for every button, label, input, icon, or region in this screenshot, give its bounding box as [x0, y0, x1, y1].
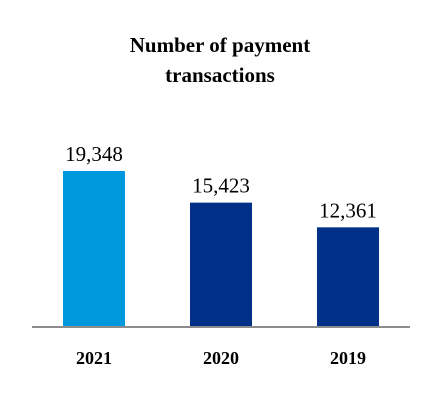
value-label-2021: 19,348: [65, 142, 123, 166]
bar-2019: [317, 227, 379, 327]
bars-group: [63, 171, 379, 327]
x-tick-label-2020: 2020: [203, 348, 239, 368]
bar-2020: [190, 202, 252, 327]
x-tick-labels-group: 2021 2020 2019: [76, 348, 366, 368]
chart-title-line-2: transactions: [165, 63, 275, 87]
bar-2021: [63, 171, 125, 327]
chart-title: Number of payment transactions: [0, 30, 440, 90]
x-tick-label-2019: 2019: [330, 348, 366, 368]
value-labels-group: 19,348 15,423 12,361: [65, 142, 377, 222]
chart-title-line-1: Number of payment: [129, 33, 311, 57]
value-label-2019: 12,361: [319, 198, 377, 222]
x-tick-label-2021: 2021: [76, 348, 112, 368]
value-label-2020: 15,423: [192, 174, 250, 198]
